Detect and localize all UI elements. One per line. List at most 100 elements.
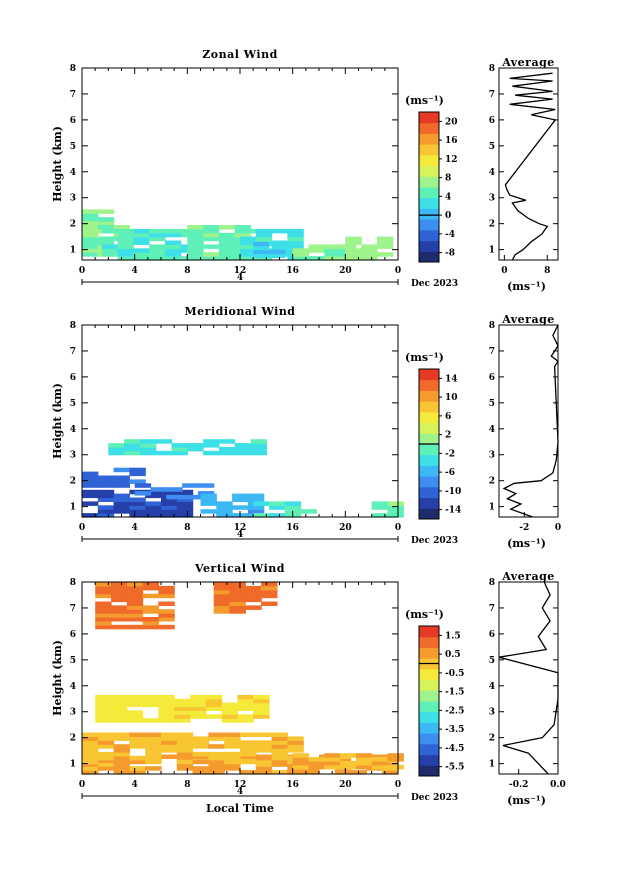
colorbar-unit: (ms⁻¹) (405, 351, 444, 364)
heatmap-cell (155, 450, 173, 456)
colorbar-tick-label: 14 (445, 374, 458, 384)
heatmap-cell (113, 509, 130, 514)
y-tick-label: 1 (70, 760, 76, 770)
heatmap-cell (287, 748, 304, 753)
heatmap-cell (145, 766, 162, 771)
heatmap-cell (218, 248, 236, 253)
heatmap-cell (82, 493, 99, 499)
colorbar-tick-label: -6 (445, 468, 455, 478)
heatmap-cell (82, 240, 99, 245)
colorbar-swatch (419, 486, 439, 499)
colorbar-swatch (419, 411, 439, 424)
date-marker: 4 (237, 787, 243, 797)
heatmap-cell (255, 762, 273, 767)
colorbar-tick-label: 8 (445, 174, 451, 184)
heatmap-cell (164, 232, 182, 238)
average-unit: (ms⁻¹) (507, 280, 546, 293)
heatmap-cell (261, 589, 278, 595)
heatmap-cell (340, 753, 357, 758)
heatmap-cell (221, 706, 238, 711)
heatmap-cell (203, 252, 220, 257)
colorbar-tick-label: -10 (445, 487, 461, 497)
heatmap-cell (371, 501, 389, 506)
heatmap-cell (149, 252, 166, 257)
average-x-tick-label: -0.2 (509, 780, 528, 790)
heatmap-cell (82, 513, 99, 518)
x-tick-label: 0 (79, 780, 85, 790)
heatmap-cell (113, 732, 130, 737)
heatmap-cell (247, 509, 265, 514)
heatmap-cell (387, 757, 404, 762)
heatmap-cell (124, 450, 141, 456)
colorbar-tick-label: -8 (445, 249, 455, 259)
heatmap-cell (240, 244, 257, 249)
heatmap-cell (187, 446, 204, 452)
heatmap-cell (161, 489, 178, 495)
heatmap-cell (161, 748, 178, 753)
heatmap-cell (292, 252, 310, 257)
heatmap-cell (187, 248, 204, 253)
x-tick-label: 12 (234, 266, 247, 276)
heatmap-cell (171, 450, 188, 456)
heatmap-cell (111, 582, 128, 587)
heatmap-cell (271, 740, 288, 745)
heatmap-cell (158, 694, 175, 700)
heatmap-cell (324, 761, 341, 766)
heatmap-cell (245, 605, 262, 610)
heatmap-cell (176, 736, 194, 741)
average-title: Average (501, 313, 555, 326)
heatmap-cell (387, 509, 404, 514)
heatmap-cell (271, 762, 288, 767)
heatmap-cell (82, 236, 99, 242)
heatmap-cell (292, 753, 310, 758)
x-axis-label: Local Time (206, 802, 274, 815)
heatmap-cell (197, 491, 215, 496)
heatmap-cell (95, 605, 112, 610)
heatmap-cell (213, 582, 231, 587)
heatmap-cell (129, 744, 146, 749)
heatmap-cell (113, 744, 130, 749)
heatmap-cell (203, 439, 220, 444)
heatmap-cell (261, 582, 278, 587)
heatmap-cell (158, 702, 175, 708)
heatmap-cell (287, 240, 304, 245)
heatmap-cell (164, 248, 182, 253)
heatmap-cell (229, 589, 246, 595)
heatmap-cell (205, 714, 223, 719)
y-tick-label: 3 (70, 451, 76, 461)
date-marker: 4 (237, 530, 243, 540)
chart-title: Zonal Wind (202, 48, 278, 61)
heatmap-cell (142, 585, 159, 591)
heatmap-cell (142, 718, 159, 723)
heatmap-cell (95, 585, 112, 591)
heatmap-cell (126, 702, 144, 708)
heatmap-cell (240, 256, 257, 261)
average-profile-line (502, 324, 559, 518)
heatmap-cell (271, 759, 288, 765)
heatmap-cell (97, 751, 115, 757)
colorbar-swatch (419, 390, 439, 402)
heatmap-cell (145, 755, 162, 761)
heatmap-cell (216, 501, 233, 506)
heatmap-cell (82, 501, 99, 506)
x-tick-label: 4 (132, 266, 138, 276)
heatmap-cell (134, 491, 152, 496)
heatmap-cell (111, 605, 128, 610)
colorbar-swatch (419, 133, 439, 145)
average-y-tick-label: 4 (489, 425, 495, 435)
heatmap-cell (97, 509, 115, 514)
average-profile-line (498, 581, 559, 775)
heatmap-cell (237, 706, 254, 711)
x-tick-label: 12 (234, 523, 247, 533)
heatmap-cell (261, 601, 278, 606)
heatmap-cell (253, 249, 270, 255)
y-tick-label: 5 (70, 142, 76, 152)
heatmap-cell (224, 736, 241, 741)
heatmap-cell (95, 698, 112, 704)
heatmap-cell (142, 593, 159, 599)
colorbar-tick-label: 0 (445, 211, 451, 221)
y-tick-label: 4 (70, 168, 76, 178)
date-label: Dec 2023 (411, 536, 458, 546)
colorbar-tick-label: 1.5 (445, 631, 461, 641)
